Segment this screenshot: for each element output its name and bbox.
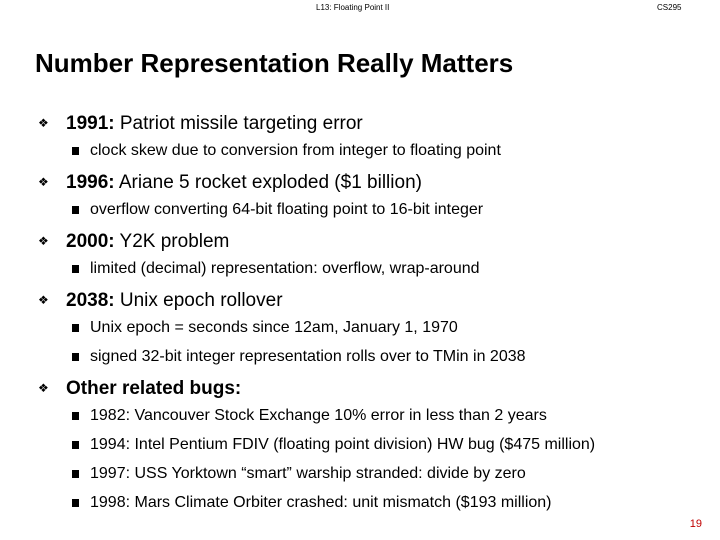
sub-item-text: 1998: Mars Climate Orbiter crashed: unit… — [90, 494, 552, 511]
sub-item: signed 32-bit integer representation rol… — [72, 348, 526, 366]
sub-item: 1994: Intel Pentium FDIV (floating point… — [72, 436, 595, 454]
bullet-text: Unix epoch rollover — [114, 290, 283, 311]
sub-item: limited (decimal) representation: overfl… — [72, 260, 480, 278]
sub-item-text: 1997: USS Yorktown “smart” warship stran… — [90, 465, 526, 482]
bullet-body: 1991: Patriot missile targeting error — [66, 113, 363, 134]
slide-title: Number Representation Really Matters — [35, 48, 514, 78]
bullet-lead: 1991: — [66, 113, 115, 134]
sub-item: clock skew due to conversion from intege… — [72, 142, 501, 160]
page-number: 19 — [689, 518, 702, 530]
sub-item: 1997: USS Yorktown “smart” warship stran… — [72, 465, 526, 483]
bullet-lead: 1996: — [66, 172, 115, 193]
header-left: L13: Floating Point II — [316, 3, 390, 12]
bullet-text: Y2K problem — [114, 231, 230, 252]
bullet-text: Ariane 5 rocket exploded ($1 billion) — [114, 172, 422, 193]
bullet: 1991: Patriot missile targeting error — [38, 113, 363, 135]
sub-item-text: signed 32-bit integer representation rol… — [90, 348, 526, 365]
sub-item: Unix epoch = seconds since 12am, January… — [72, 319, 458, 337]
bullet-lead: Other related bugs: — [66, 378, 242, 399]
bullet-text: Patriot missile targeting error — [114, 113, 363, 134]
sub-item: overflow converting 64-bit floating poin… — [72, 201, 483, 219]
header-right: CS295 — [657, 3, 682, 12]
bullet: 1996: Ariane 5 rocket exploded ($1 billi… — [38, 172, 422, 194]
bullet: 2000: Y2K problem — [38, 231, 229, 253]
bullet-lead: 2038: — [66, 290, 115, 311]
sub-item-text: 1982: Vancouver Stock Exchange 10% error… — [90, 407, 547, 424]
bullet: Other related bugs: — [38, 378, 241, 400]
bullet-body: 2038: Unix epoch rollover — [66, 290, 283, 311]
sub-item-text: limited (decimal) representation: overfl… — [90, 260, 480, 277]
sub-item-text: clock skew due to conversion from intege… — [90, 142, 501, 159]
sub-item: 1982: Vancouver Stock Exchange 10% error… — [72, 407, 547, 425]
bullet-body: 2000: Y2K problem — [66, 231, 229, 252]
bullet-body: 1996: Ariane 5 rocket exploded ($1 billi… — [66, 172, 422, 193]
sub-item-text: Unix epoch = seconds since 12am, January… — [90, 319, 458, 336]
bullet-body: Other related bugs: — [66, 378, 241, 399]
sub-item: 1998: Mars Climate Orbiter crashed: unit… — [72, 494, 552, 512]
sub-item-text: overflow converting 64-bit floating poin… — [90, 201, 484, 218]
sub-item-text: 1994: Intel Pentium FDIV (floating point… — [90, 436, 596, 453]
bullet: 2038: Unix epoch rollover — [38, 290, 283, 312]
bullet-lead: 2000: — [66, 231, 115, 252]
